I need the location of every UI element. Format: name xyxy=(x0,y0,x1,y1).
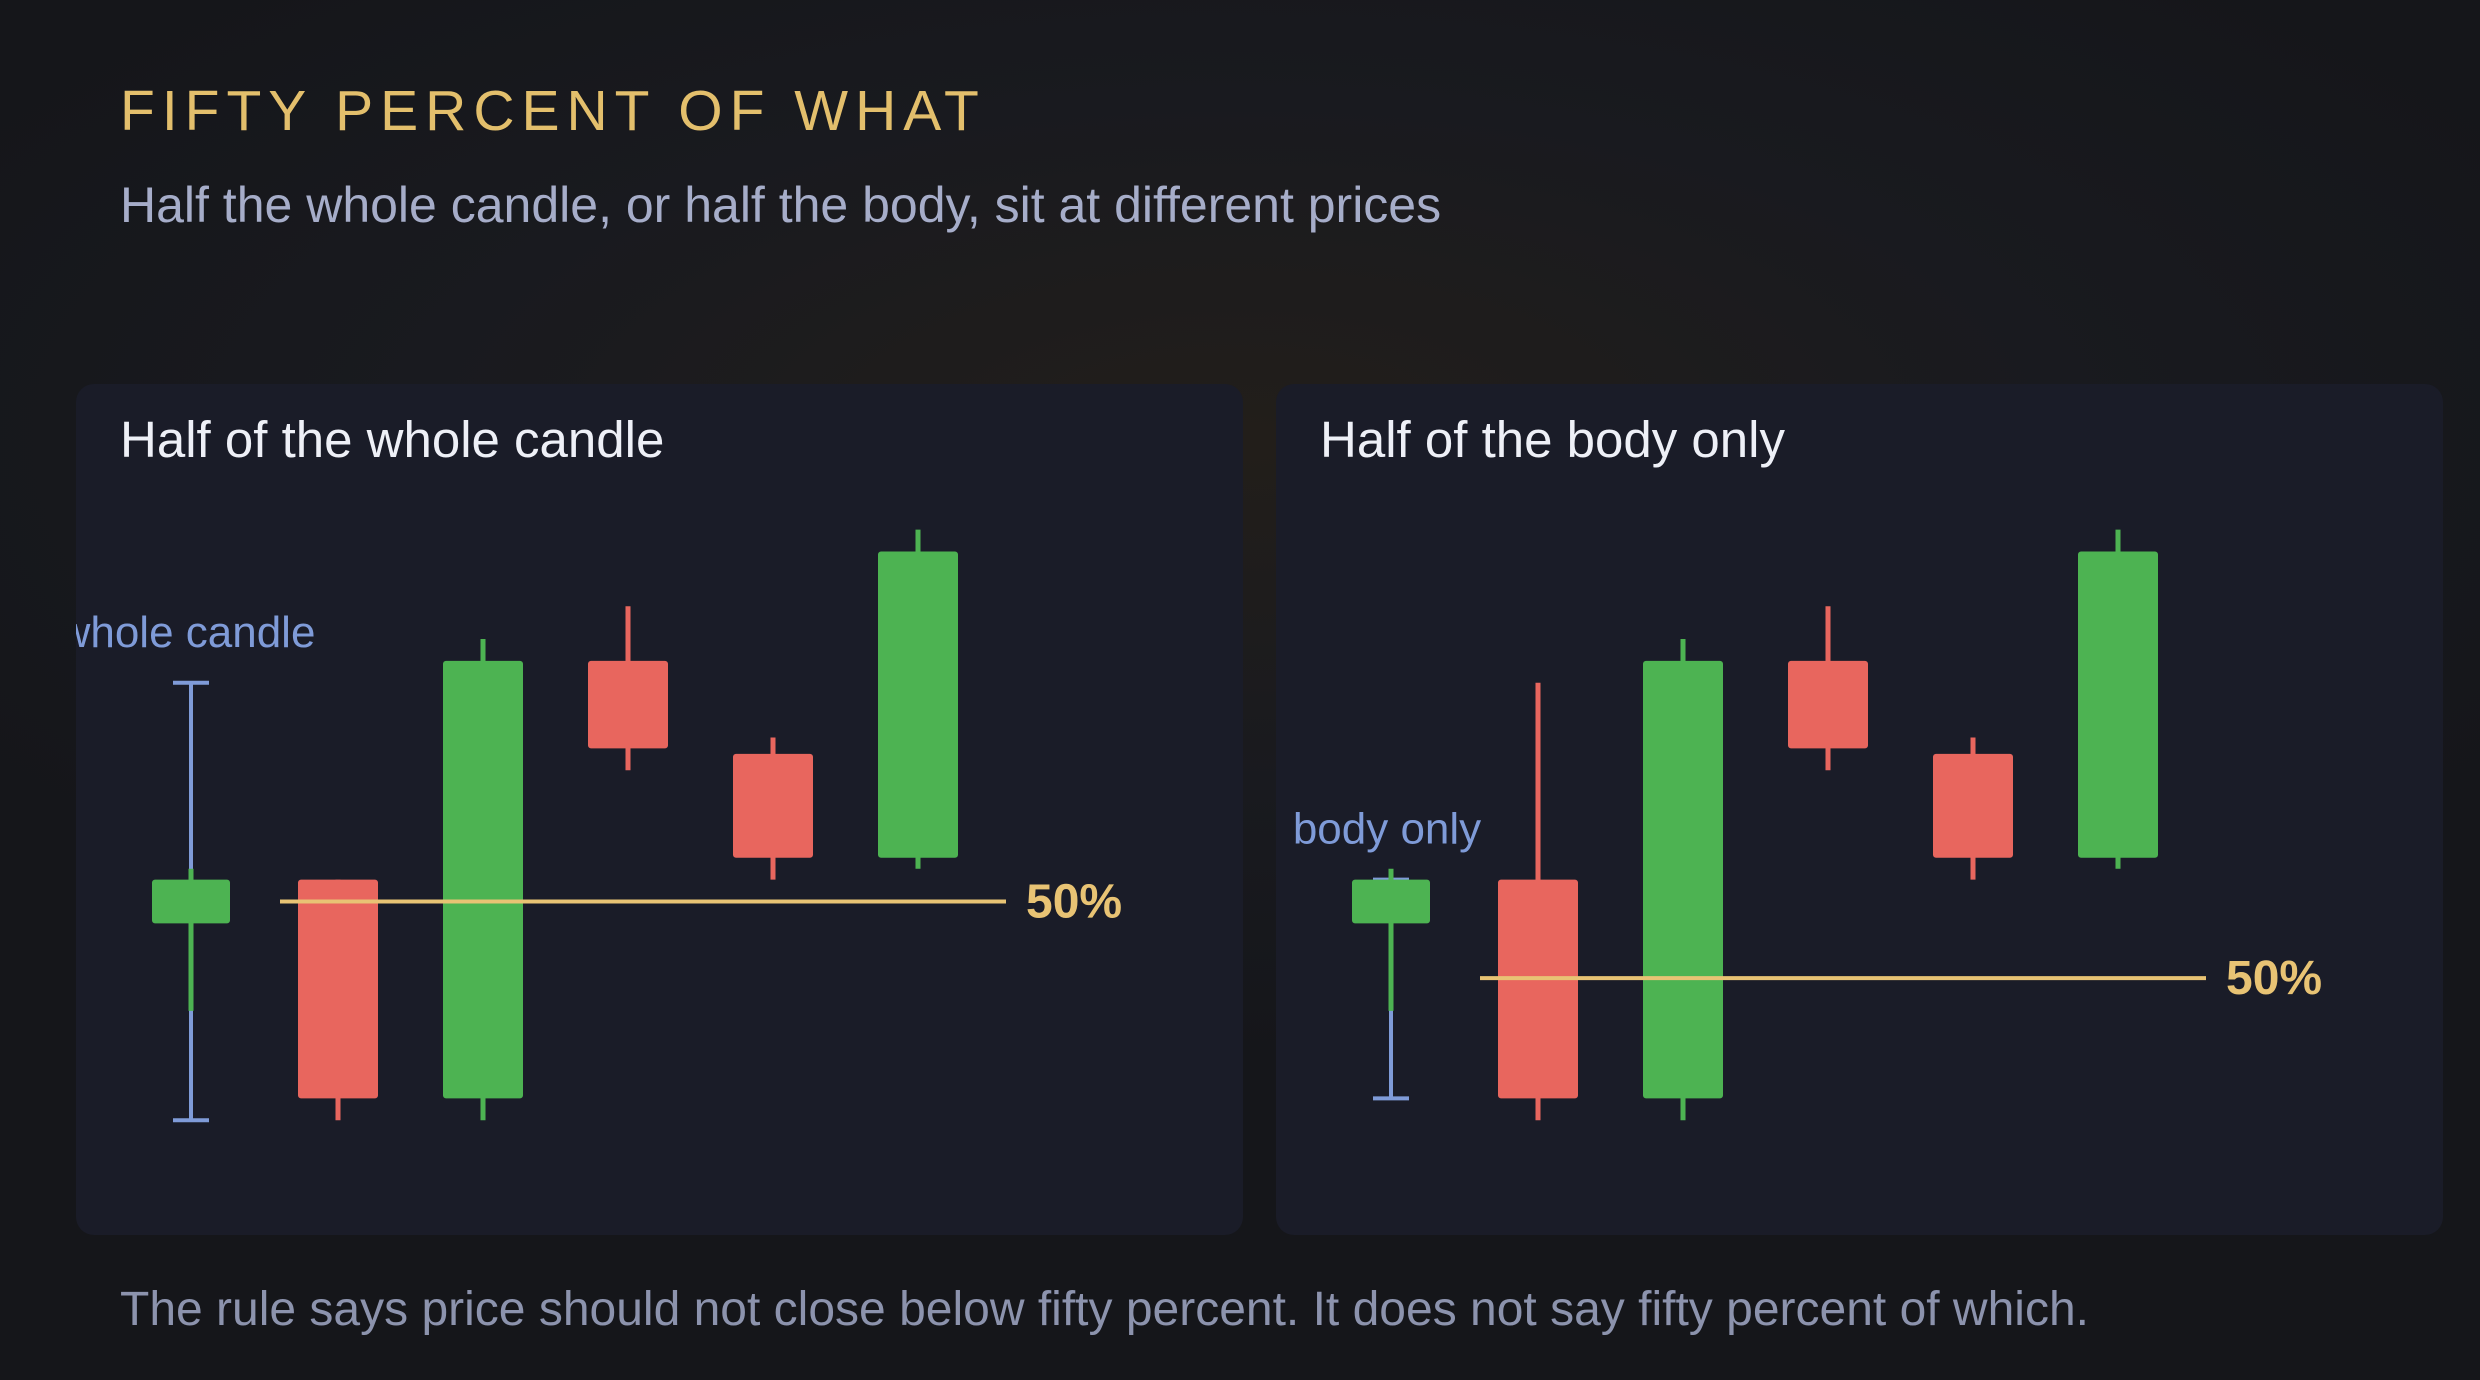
fifty-percent-label: 50% xyxy=(1026,876,1122,929)
candle-2-body xyxy=(443,660,523,1099)
page-eyebrow-title: FIFTY PERCENT OF WHAT xyxy=(120,79,986,143)
fifty-percent-label: 50% xyxy=(2226,952,2322,1005)
candle-4-body xyxy=(1933,753,2013,858)
panel-title: Half of the body only xyxy=(1320,411,1785,468)
candle-5-body xyxy=(878,551,958,858)
candle-4-body xyxy=(733,753,813,858)
measure-label: whole candle xyxy=(76,608,315,657)
candlestick-chart-body-only: 50% body only xyxy=(1293,529,2322,1121)
reference-candle-body xyxy=(152,879,230,924)
candle-1-body xyxy=(298,879,378,1099)
measure-label: body only xyxy=(1293,805,1481,854)
page-subtitle: Half the whole candle, or half the body,… xyxy=(120,177,1442,233)
reference-candle-body xyxy=(1352,879,1430,924)
candle-1-body xyxy=(1498,879,1578,1099)
candle-3-body xyxy=(588,660,668,749)
panel-body-only: Half of the body only 50% body only xyxy=(1276,384,2443,1235)
candle-5-body xyxy=(2078,551,2158,858)
panel-whole-candle: Half of the whole candle 50% whole candle xyxy=(76,384,1243,1235)
candle-3-body xyxy=(1788,660,1868,749)
panel-title: Half of the whole candle xyxy=(120,411,665,468)
candle-2-body xyxy=(1643,660,1723,1099)
footer-caption: The rule says price should not close bel… xyxy=(120,1283,2089,1336)
candlestick-chart-whole-candle: 50% whole candle xyxy=(76,529,1122,1123)
